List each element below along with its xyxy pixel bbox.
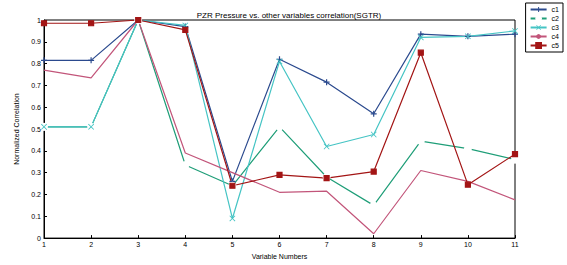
svg-text:8: 8 [372, 241, 376, 248]
svg-text:5: 5 [230, 241, 234, 248]
svg-text:4: 4 [183, 241, 187, 248]
svg-text:6: 6 [278, 241, 282, 248]
svg-text:0.3: 0.3 [31, 169, 41, 176]
svg-text:0.9: 0.9 [31, 38, 41, 45]
svg-text:1: 1 [42, 241, 46, 248]
svg-text:Variable Numbers: Variable Numbers [252, 253, 308, 260]
svg-text:2: 2 [89, 241, 93, 248]
svg-text:0.6: 0.6 [31, 104, 41, 111]
svg-text:0.4: 0.4 [31, 147, 41, 154]
svg-text:1: 1 [37, 17, 41, 24]
svg-text:c3: c3 [552, 24, 560, 31]
svg-text:c5: c5 [552, 42, 560, 49]
svg-text:10: 10 [464, 241, 472, 248]
svg-text:9: 9 [419, 241, 423, 248]
svg-text:c2: c2 [552, 15, 560, 22]
svg-text:0.2: 0.2 [31, 191, 41, 198]
svg-text:0.7: 0.7 [31, 82, 41, 89]
svg-text:c1: c1 [552, 6, 560, 13]
svg-text:0.1: 0.1 [31, 213, 41, 220]
svg-text:0.8: 0.8 [31, 60, 41, 67]
svg-text:3: 3 [136, 241, 140, 248]
svg-text:PZR Pressure vs. other variabl: PZR Pressure vs. other variables correla… [197, 11, 382, 20]
svg-text:c4: c4 [552, 33, 560, 40]
svg-text:Normalized Correlation: Normalized Correlation [13, 93, 20, 165]
svg-text:11: 11 [511, 241, 518, 248]
svg-text:7: 7 [325, 241, 329, 248]
svg-text:0.5: 0.5 [31, 126, 41, 133]
svg-text:0: 0 [37, 235, 41, 242]
